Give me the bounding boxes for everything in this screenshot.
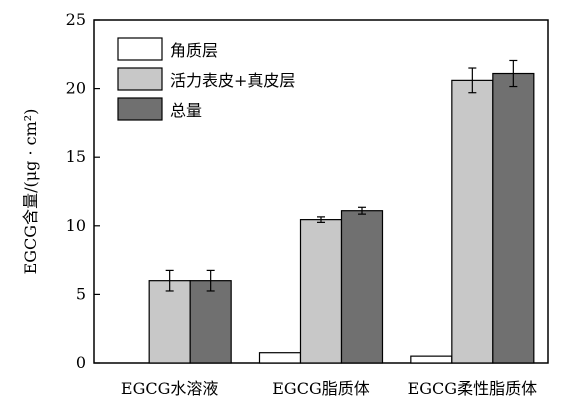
x-category-label: EGCG柔性脂质体 [408,379,538,398]
bar [451,79,494,364]
legend-label: 角质层 [170,41,218,60]
bar [189,280,232,364]
bar [410,355,453,364]
bar [258,352,302,364]
y-tick-label: 15 [66,147,86,166]
y-axis-label: EGCG含量/(μg · cm²) [21,109,40,275]
y-tick-label: 0 [76,353,86,372]
bar [492,72,535,364]
legend-label: 总量 [170,101,202,120]
legend-swatch [117,37,163,61]
y-tick-label: 25 [66,10,86,29]
error-bars-layer [165,59,518,292]
legend-swatch [117,67,163,91]
legend-label: 活力表皮+真皮层 [170,71,295,90]
x-category-label: EGCG水溶液 [121,379,219,398]
y-tick-label: 20 [66,79,86,98]
y-tick-label: 10 [66,216,86,235]
bar [340,210,384,364]
y-tick-label: 5 [76,284,86,303]
bars-layer [148,72,535,364]
x-category-label: EGCG脂质体 [272,379,370,398]
bar [299,219,343,364]
legend-swatch [117,97,163,121]
bar [148,280,191,364]
axes-layer: 0 5 10 15 20 25 EGCG水溶液 EGCG脂质体 EGCG柔性脂质体 [66,10,537,398]
